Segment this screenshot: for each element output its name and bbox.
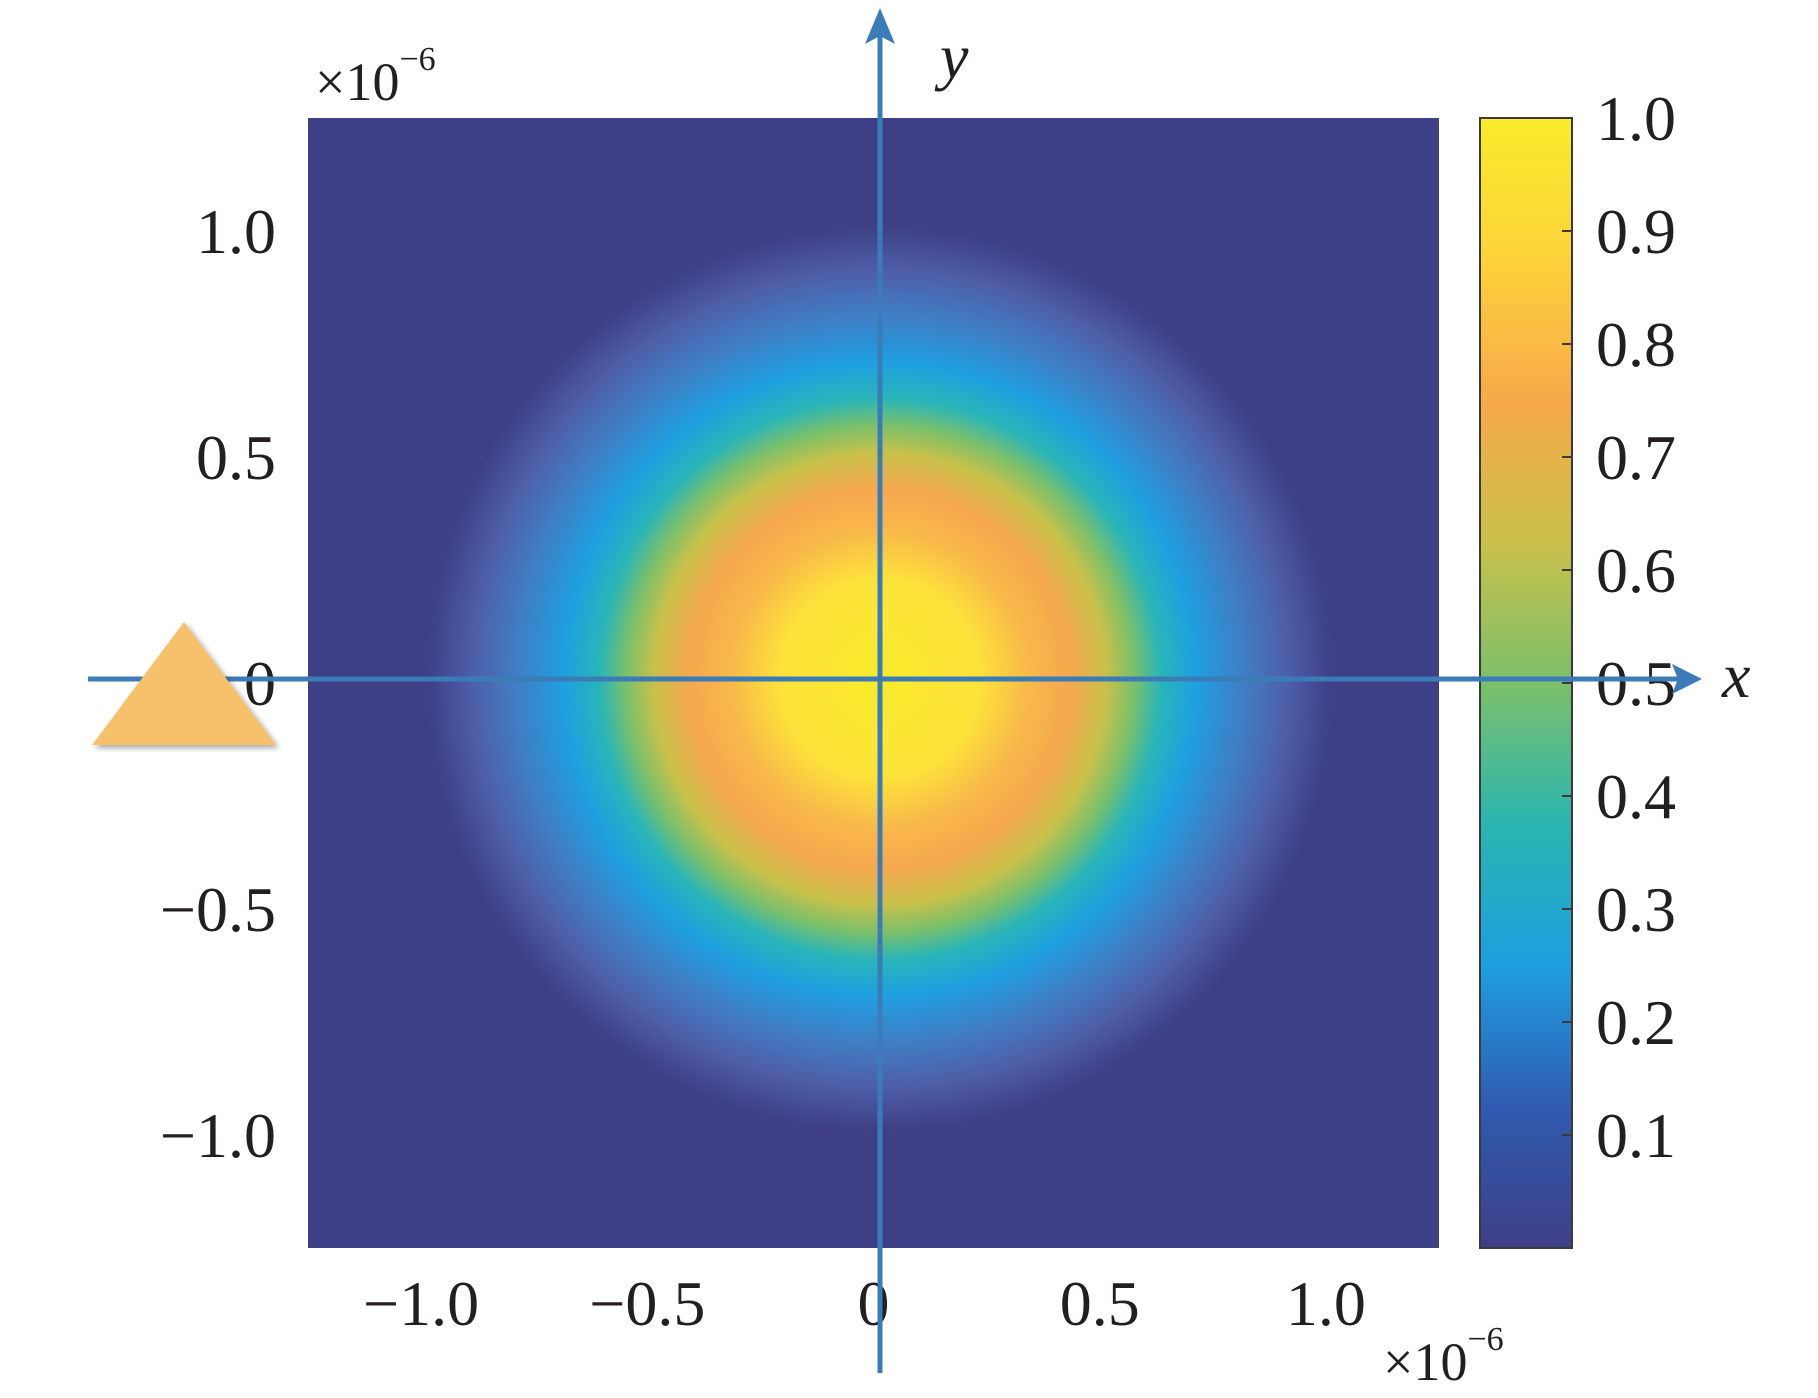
intensity-spot bbox=[308, 118, 1439, 1248]
x-multiplier-exponent: −6 bbox=[1467, 1321, 1503, 1358]
x-tick-label: 0.5 bbox=[1060, 1268, 1140, 1339]
colorbar-ticks: 1.0 0.9 0.8 0.7 0.6 0.5 0.4 0.3 0.2 0.1 bbox=[1562, 83, 1676, 1171]
y-tick-labels: 1.0 0.5 0 −0.5 −1.0 bbox=[160, 196, 276, 1171]
y-tick-label: 0.5 bbox=[196, 422, 276, 493]
colorbar-tick-label: 0.9 bbox=[1596, 196, 1676, 267]
x-multiplier-base: ×10 bbox=[1383, 1332, 1467, 1392]
y-multiplier-base: ×10 bbox=[315, 52, 399, 112]
x-tick-label: −1.0 bbox=[363, 1268, 479, 1339]
x-tick-label: −0.5 bbox=[589, 1268, 705, 1339]
x-axis-arrowhead bbox=[1672, 664, 1702, 694]
x-tick-label: 0 bbox=[858, 1268, 890, 1339]
colorbar-tick-label: 0.6 bbox=[1596, 535, 1676, 606]
y-axis-arrowhead bbox=[865, 8, 895, 44]
colorbar-tick-label: 0.8 bbox=[1596, 309, 1676, 380]
y-multiplier: ×10−6 bbox=[315, 41, 436, 112]
axes-lines bbox=[88, 8, 1702, 1373]
y-tick-label: −0.5 bbox=[160, 874, 276, 945]
colorbar-tick-label: 0.7 bbox=[1596, 422, 1676, 493]
colorbar-tick-label: 0.4 bbox=[1596, 761, 1676, 832]
y-tick-label: 1.0 bbox=[196, 196, 276, 267]
y-axis-label: y bbox=[934, 21, 969, 92]
y-multiplier-exponent: −6 bbox=[399, 41, 435, 78]
x-multiplier: ×10−6 bbox=[1383, 1321, 1504, 1392]
y-tick-label: −1.0 bbox=[160, 1100, 276, 1171]
colorbar-tick-label: 0.5 bbox=[1596, 648, 1676, 719]
colorbar: 1.0 0.9 0.8 0.7 0.6 0.5 0.4 0.3 0.2 0.1 bbox=[1479, 83, 1676, 1249]
colorbar-tick-label: 0.1 bbox=[1596, 1100, 1676, 1171]
colorbar-bar bbox=[1479, 117, 1573, 1249]
colorbar-tick-label: 0.3 bbox=[1596, 874, 1676, 945]
y-tick-label: 0 bbox=[244, 648, 276, 719]
x-tick-label: 1.0 bbox=[1286, 1268, 1366, 1339]
plot-area bbox=[308, 118, 1439, 1248]
triangle-marker-icon bbox=[92, 622, 276, 745]
x-axis-label: x bbox=[1721, 640, 1750, 711]
colorbar-tick-label: 1.0 bbox=[1596, 83, 1676, 154]
x-tick-labels: −1.0 −0.5 0 0.5 1.0 bbox=[363, 1268, 1366, 1339]
colorbar-tick-label: 0.2 bbox=[1596, 987, 1676, 1058]
